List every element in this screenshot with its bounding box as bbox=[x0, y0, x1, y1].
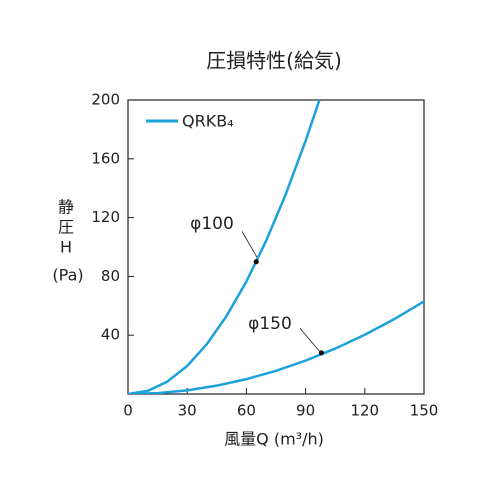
legend-label: QRKB₄ bbox=[182, 112, 234, 131]
curve-point bbox=[253, 259, 259, 265]
chart-title: 圧損特性(給気) bbox=[206, 49, 342, 73]
x-tick-label: 0 bbox=[123, 402, 133, 420]
leader-line bbox=[239, 227, 259, 260]
curve-label: φ150 bbox=[248, 314, 292, 334]
y-axis-label: 静 bbox=[58, 198, 74, 217]
y-tick-label: 40 bbox=[101, 326, 120, 344]
leader-line bbox=[297, 325, 322, 354]
plot-frame bbox=[127, 99, 425, 395]
x-tick-label: 120 bbox=[350, 402, 379, 420]
curve-point bbox=[318, 350, 324, 356]
x-tick-label: 30 bbox=[178, 402, 197, 420]
curve bbox=[128, 300, 424, 394]
curve bbox=[128, 100, 321, 394]
y-tick-label: 80 bbox=[101, 267, 120, 285]
y-axis-label: H bbox=[60, 238, 72, 257]
curve-label: φ100 bbox=[190, 214, 234, 234]
y-axis-label: 圧 bbox=[58, 218, 74, 237]
label-bg bbox=[182, 213, 242, 235]
y-axis-label: (Pa) bbox=[52, 266, 83, 285]
label-bg bbox=[240, 313, 300, 335]
y-tick-label: 200 bbox=[91, 91, 120, 109]
x-tick-label: 90 bbox=[296, 402, 315, 420]
x-tick-label: 150 bbox=[410, 402, 439, 420]
x-axis-label: 風量Q (m³/h) bbox=[224, 430, 324, 449]
x-tick-label: 60 bbox=[237, 402, 256, 420]
y-tick-label: 120 bbox=[91, 208, 120, 226]
y-tick-label: 160 bbox=[91, 149, 120, 167]
